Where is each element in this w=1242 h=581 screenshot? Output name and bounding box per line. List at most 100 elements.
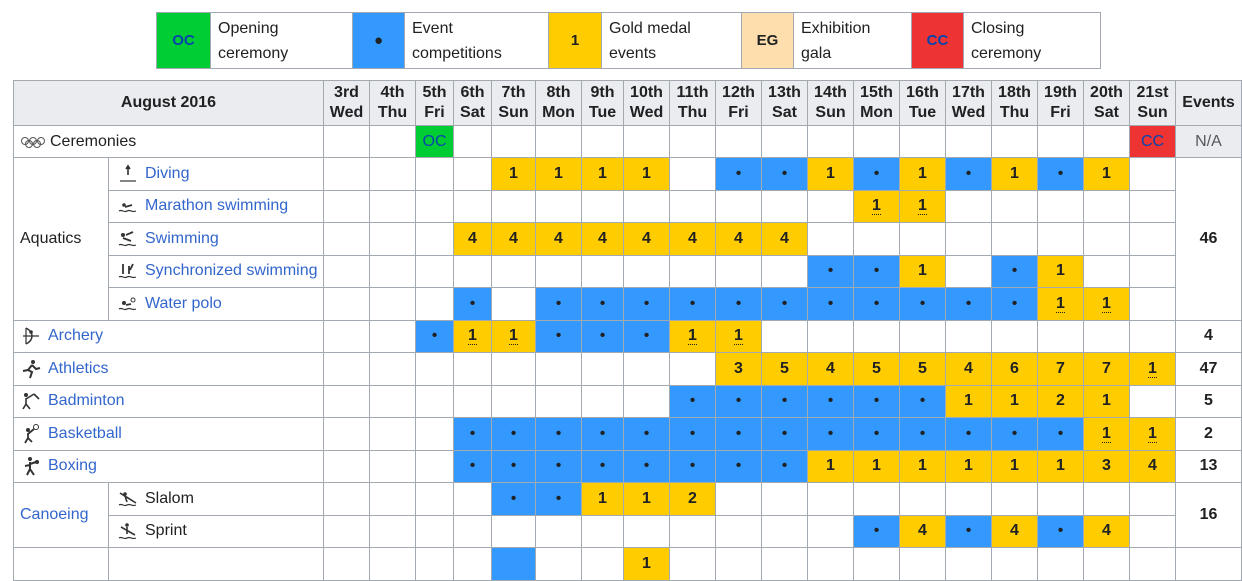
day-cell [415, 384, 454, 418]
event-competition-cell: • [623, 319, 670, 353]
gold-medal-count: 7 [1056, 359, 1065, 377]
day-cell [108, 547, 324, 581]
day-cell [1083, 547, 1130, 581]
day-cell [669, 547, 716, 581]
event-competition-cell: • [807, 384, 854, 418]
day-header: 3rd Wed [323, 80, 370, 126]
sport-link[interactable]: Slalom [145, 489, 194, 507]
day-cell [761, 189, 808, 223]
sport-link[interactable]: Boxing [48, 457, 97, 475]
day-cell [415, 222, 454, 256]
day-cell [535, 125, 582, 158]
gold-medal-count: 1 [598, 164, 607, 182]
sport-name-cell: Diving [108, 157, 324, 191]
sport-name-cell: Athletics [13, 352, 324, 386]
sport-link[interactable]: Swimming [145, 229, 219, 247]
sport-row: Badminton • • • • • • 1 1 2 1 5 [13, 384, 1242, 418]
sport-link[interactable]: Athletics [48, 359, 109, 377]
event-competition-cell: • [1037, 417, 1084, 451]
sport-link[interactable]: Diving [145, 164, 190, 182]
event-competition-cell: • [715, 157, 762, 191]
event-competition-cell: • [535, 449, 582, 483]
day-header: 16th Tue [899, 80, 946, 126]
gold-medal-cell: 6 [991, 352, 1038, 386]
day-cell [415, 352, 454, 386]
day-cell [807, 547, 854, 581]
gold-medal-count: 1 [826, 457, 835, 475]
day-cell [323, 287, 370, 321]
day-cell [1129, 514, 1176, 548]
event-competition-cell: • [491, 449, 536, 483]
day-cell [581, 189, 624, 223]
gold-medal-count: 4 [509, 229, 518, 247]
gold-medal-count: 1 [1010, 457, 1019, 475]
sport-link[interactable]: Water polo [145, 294, 222, 312]
sport-total: 47 [1175, 352, 1242, 386]
gold-medal-cell: 3 [715, 352, 762, 386]
event-competition-cell: • [945, 157, 992, 191]
day-cell [369, 287, 416, 321]
gold-medal-cell: 4 [1083, 514, 1130, 548]
gold-medal-cell: 1 [899, 189, 946, 223]
sport-link[interactable]: Marathon swimming [145, 197, 289, 215]
day-cell [369, 547, 416, 581]
day-cell [669, 352, 716, 386]
gold-medal-cell: 4 [453, 222, 492, 256]
gold-medal-count: 1 [1102, 424, 1111, 443]
gold-medal-count: 1 [918, 164, 927, 182]
olympic-rings-icon [20, 135, 46, 149]
day-header: 18th Thu [991, 80, 1038, 126]
gold-medal-cell: 4 [491, 222, 536, 256]
day-cell [623, 189, 670, 223]
gold-medal-cell: 1 [899, 449, 946, 483]
day-cell [415, 287, 454, 321]
canoeing-group-label[interactable]: Canoeing [13, 482, 109, 548]
day-cell [491, 352, 536, 386]
day-cell [715, 189, 762, 223]
marathon-swimming-icon [117, 196, 139, 216]
day-cell [369, 449, 416, 483]
day-cell [945, 125, 992, 158]
closing-ceremony-cell[interactable]: CC [1129, 125, 1176, 158]
day-cell [899, 222, 946, 256]
sport-link[interactable]: Basketball [48, 424, 122, 442]
day-cell [369, 514, 416, 548]
sport-link[interactable]: Synchronized swimming [145, 262, 318, 280]
gold-medal-count: 4 [468, 229, 477, 247]
day-cell [1129, 547, 1176, 581]
day-cell [369, 319, 416, 353]
opening-ceremony-cell[interactable]: OC [415, 125, 454, 158]
day-header: 9th Tue [581, 80, 624, 126]
sport-name-cell: Swimming [108, 222, 324, 256]
legend-swatch-opening: OC [156, 12, 211, 69]
day-cell [715, 254, 762, 288]
event-competition-cell: • [807, 254, 854, 288]
day-cell [715, 514, 762, 548]
day-cell [323, 189, 370, 223]
legend-label-closing: Closing ceremony [963, 12, 1101, 69]
day-cell [715, 547, 762, 581]
day-cell [761, 547, 808, 581]
day-cell [1129, 482, 1176, 516]
day-cell [453, 254, 492, 288]
gold-medal-count: 1 [918, 262, 927, 280]
sport-link[interactable]: Badminton [48, 392, 125, 410]
day-cell [1037, 547, 1084, 581]
sport-row: Aquatics Diving 1 1 1 1 • • 1 • 1 • 1 • 1 46 [13, 157, 1242, 321]
day-cell [623, 384, 670, 418]
gold-medal-cell: 1 [1083, 157, 1130, 191]
event-competition-cell: • [453, 287, 492, 321]
gold-medal-count: 3 [734, 359, 743, 377]
day-cell [415, 254, 454, 288]
gold-medal-count: 4 [1148, 457, 1157, 475]
gold-medal-count: 1 [509, 164, 518, 182]
sport-link[interactable]: Sprint [145, 522, 187, 540]
sport-total: 5 [1175, 384, 1242, 418]
day-header: 7th Sun [491, 80, 536, 126]
day-cell [453, 384, 492, 418]
sport-link[interactable]: Archery [48, 327, 104, 345]
gold-medal-cell: 1 [991, 157, 1038, 191]
gold-medal-count: 1 [1102, 294, 1111, 313]
event-competition-cell: • [669, 287, 716, 321]
event-competition-cell: • [807, 287, 854, 321]
